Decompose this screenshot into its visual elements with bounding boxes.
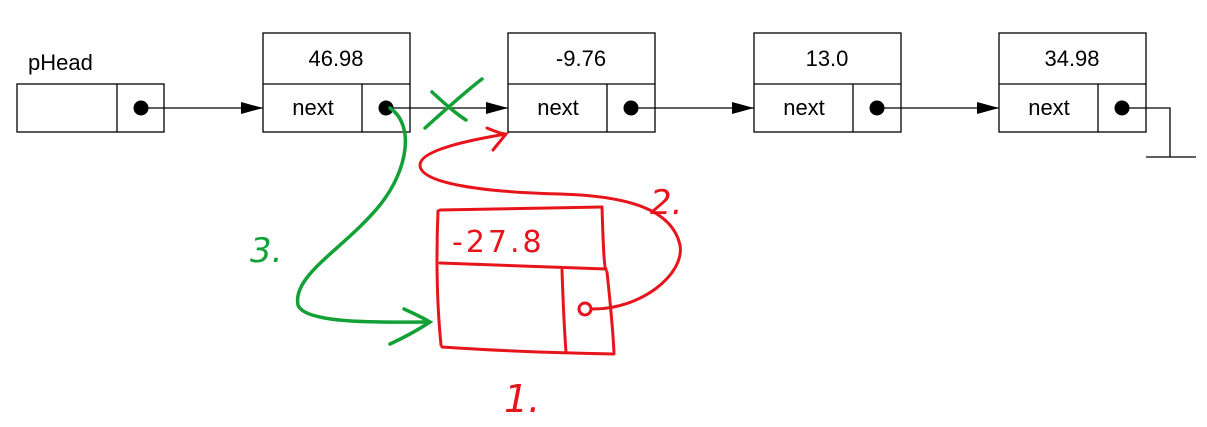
- node-value: 34.98: [1044, 46, 1099, 71]
- step2-new-link: [418, 126, 682, 311]
- node-value: -9.76: [556, 46, 606, 71]
- node-value: 13.0: [806, 46, 849, 71]
- list-node: 13.0 next: [753, 32, 902, 133]
- node-next-label: next: [292, 95, 334, 120]
- node-next-label: next: [537, 95, 579, 120]
- node-next-label: next: [1028, 95, 1070, 120]
- step3-label: 3.: [250, 231, 282, 271]
- null-terminator: [1122, 107, 1196, 158]
- new-node-value: -27.8: [452, 225, 545, 260]
- list-node: -9.76 next: [507, 32, 656, 133]
- node-next-label: next: [783, 95, 825, 120]
- step2-label: 2.: [650, 183, 682, 223]
- list-node: 34.98 next: [998, 32, 1147, 133]
- step1-label: 1.: [504, 377, 540, 421]
- new-node: [435, 205, 616, 356]
- crossed-out-link: [423, 77, 484, 130]
- step3-new-link: [295, 106, 434, 346]
- phead-label: pHead: [28, 50, 93, 75]
- list-node: 46.98 next: [262, 32, 411, 133]
- node-value: 46.98: [308, 46, 363, 71]
- new-node-pointer-dot: [577, 301, 593, 317]
